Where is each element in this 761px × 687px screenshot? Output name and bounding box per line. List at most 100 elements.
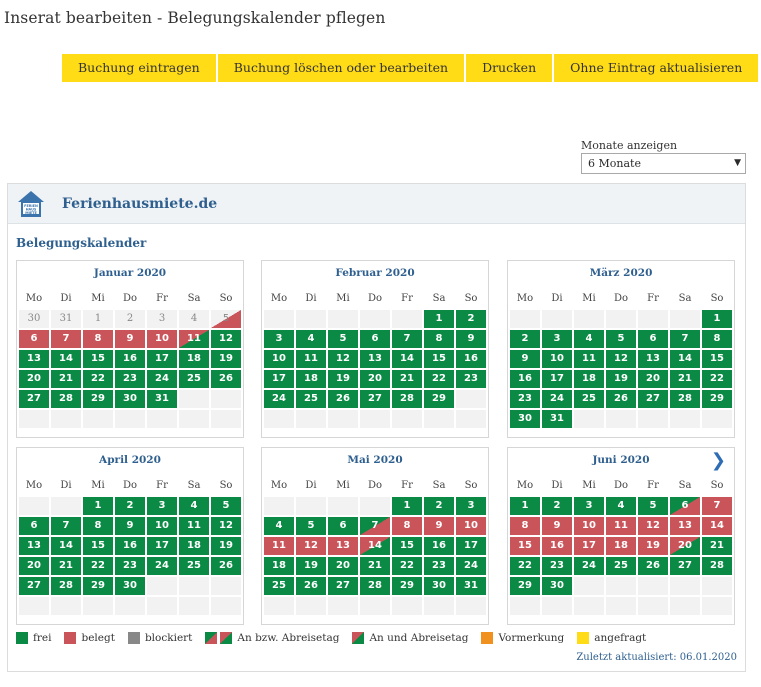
day-cell[interactable]: 9 <box>510 350 540 368</box>
day-cell[interactable]: 12 <box>296 537 326 555</box>
day-cell[interactable]: 28 <box>702 557 732 575</box>
day-cell[interactable]: 19 <box>638 537 668 555</box>
day-cell[interactable]: 17 <box>147 537 177 555</box>
day-cell[interactable]: 12 <box>638 517 668 535</box>
day-cell[interactable]: 10 <box>542 350 572 368</box>
day-cell[interactable]: 24 <box>264 390 294 408</box>
day-cell[interactable]: 4 <box>296 330 326 348</box>
day-cell[interactable]: 22 <box>702 370 732 388</box>
day-cell[interactable]: 18 <box>606 537 636 555</box>
day-cell[interactable]: 5 <box>296 517 326 535</box>
day-cell[interactable]: 10 <box>147 330 177 348</box>
day-cell[interactable]: 15 <box>83 537 113 555</box>
day-cell[interactable]: 1 <box>702 310 732 328</box>
refresh-button[interactable]: Ohne Eintrag aktualisieren <box>554 54 759 82</box>
day-cell[interactable]: 22 <box>424 370 454 388</box>
day-cell[interactable]: 16 <box>456 350 486 368</box>
day-cell[interactable]: 7 <box>51 330 81 348</box>
day-cell[interactable]: 21 <box>51 370 81 388</box>
day-cell[interactable]: 23 <box>424 557 454 575</box>
day-cell[interactable]: 21 <box>670 370 700 388</box>
day-cell[interactable]: 14 <box>51 537 81 555</box>
day-cell[interactable]: 6 <box>19 517 49 535</box>
day-cell[interactable]: 31 <box>147 390 177 408</box>
day-cell[interactable]: 25 <box>179 370 209 388</box>
day-cell[interactable]: 7 <box>392 330 422 348</box>
day-cell[interactable]: 22 <box>83 370 113 388</box>
day-cell[interactable]: 15 <box>424 350 454 368</box>
day-cell[interactable]: 11 <box>606 517 636 535</box>
day-cell[interactable]: 29 <box>392 577 422 595</box>
day-cell[interactable]: 11 <box>574 350 604 368</box>
day-cell[interactable]: 9 <box>424 517 454 535</box>
day-cell[interactable]: 18 <box>574 370 604 388</box>
day-cell[interactable]: 7 <box>670 330 700 348</box>
day-cell[interactable]: 10 <box>264 350 294 368</box>
day-cell[interactable]: 18 <box>179 537 209 555</box>
day-cell[interactable]: 30 <box>115 577 145 595</box>
day-cell[interactable]: 24 <box>542 390 572 408</box>
day-cell[interactable]: 13 <box>360 350 390 368</box>
day-cell[interactable]: 29 <box>83 390 113 408</box>
day-cell[interactable]: 26 <box>211 557 241 575</box>
day-cell[interactable]: 15 <box>510 537 540 555</box>
day-cell[interactable]: 10 <box>147 517 177 535</box>
day-cell[interactable]: 13 <box>19 537 49 555</box>
day-cell[interactable]: 21 <box>360 557 390 575</box>
day-cell[interactable]: 30 <box>115 390 145 408</box>
day-cell[interactable]: 27 <box>670 557 700 575</box>
day-cell[interactable]: 30 <box>424 577 454 595</box>
day-cell[interactable]: 30 <box>510 410 540 428</box>
day-cell[interactable]: 25 <box>296 390 326 408</box>
day-cell[interactable]: 4 <box>606 497 636 515</box>
day-cell[interactable]: 17 <box>542 370 572 388</box>
day-cell[interactable]: 27 <box>328 577 358 595</box>
day-cell[interactable]: 11 <box>264 537 294 555</box>
day-cell[interactable]: 13 <box>19 350 49 368</box>
next-month-icon[interactable]: ❯ <box>710 450 726 471</box>
day-cell[interactable]: 5 <box>606 330 636 348</box>
day-cell[interactable]: 15 <box>702 350 732 368</box>
day-cell[interactable]: 6 <box>19 330 49 348</box>
day-cell[interactable]: 2 <box>424 497 454 515</box>
day-cell[interactable]: 19 <box>211 350 241 368</box>
day-cell[interactable]: 14 <box>670 350 700 368</box>
day-cell[interactable]: 7 <box>360 517 390 535</box>
print-button[interactable]: Drucken <box>466 54 553 82</box>
day-cell[interactable]: 7 <box>702 497 732 515</box>
day-cell[interactable]: 29 <box>510 577 540 595</box>
day-cell[interactable]: 1 <box>510 497 540 515</box>
day-cell[interactable]: 31 <box>542 410 572 428</box>
day-cell[interactable]: 17 <box>456 537 486 555</box>
day-cell[interactable]: 23 <box>115 557 145 575</box>
day-cell[interactable]: 16 <box>115 350 145 368</box>
day-cell[interactable]: 17 <box>264 370 294 388</box>
day-cell[interactable]: 24 <box>456 557 486 575</box>
day-cell[interactable]: 16 <box>424 537 454 555</box>
day-cell[interactable]: 3 <box>456 497 486 515</box>
day-cell[interactable]: 29 <box>424 390 454 408</box>
day-cell[interactable]: 15 <box>83 350 113 368</box>
day-cell[interactable]: 31 <box>456 577 486 595</box>
day-cell[interactable]: 8 <box>83 517 113 535</box>
day-cell[interactable]: 20 <box>670 537 700 555</box>
day-cell[interactable]: 28 <box>360 577 390 595</box>
day-cell[interactable]: 1 <box>424 310 454 328</box>
day-cell[interactable]: 12 <box>211 517 241 535</box>
day-cell[interactable]: 13 <box>670 517 700 535</box>
day-cell[interactable]: 19 <box>606 370 636 388</box>
day-cell[interactable]: 25 <box>264 577 294 595</box>
day-cell[interactable]: 20 <box>638 370 668 388</box>
day-cell[interactable]: 24 <box>147 370 177 388</box>
day-cell[interactable]: 9 <box>456 330 486 348</box>
day-cell[interactable]: 28 <box>670 390 700 408</box>
day-cell[interactable]: 20 <box>19 370 49 388</box>
day-cell[interactable]: 5 <box>638 497 668 515</box>
day-cell[interactable]: 26 <box>296 577 326 595</box>
day-cell[interactable]: 16 <box>115 537 145 555</box>
day-cell[interactable]: 23 <box>456 370 486 388</box>
day-cell[interactable]: 2 <box>115 497 145 515</box>
day-cell[interactable]: 6 <box>360 330 390 348</box>
day-cell[interactable]: 24 <box>574 557 604 575</box>
day-cell[interactable]: 22 <box>392 557 422 575</box>
